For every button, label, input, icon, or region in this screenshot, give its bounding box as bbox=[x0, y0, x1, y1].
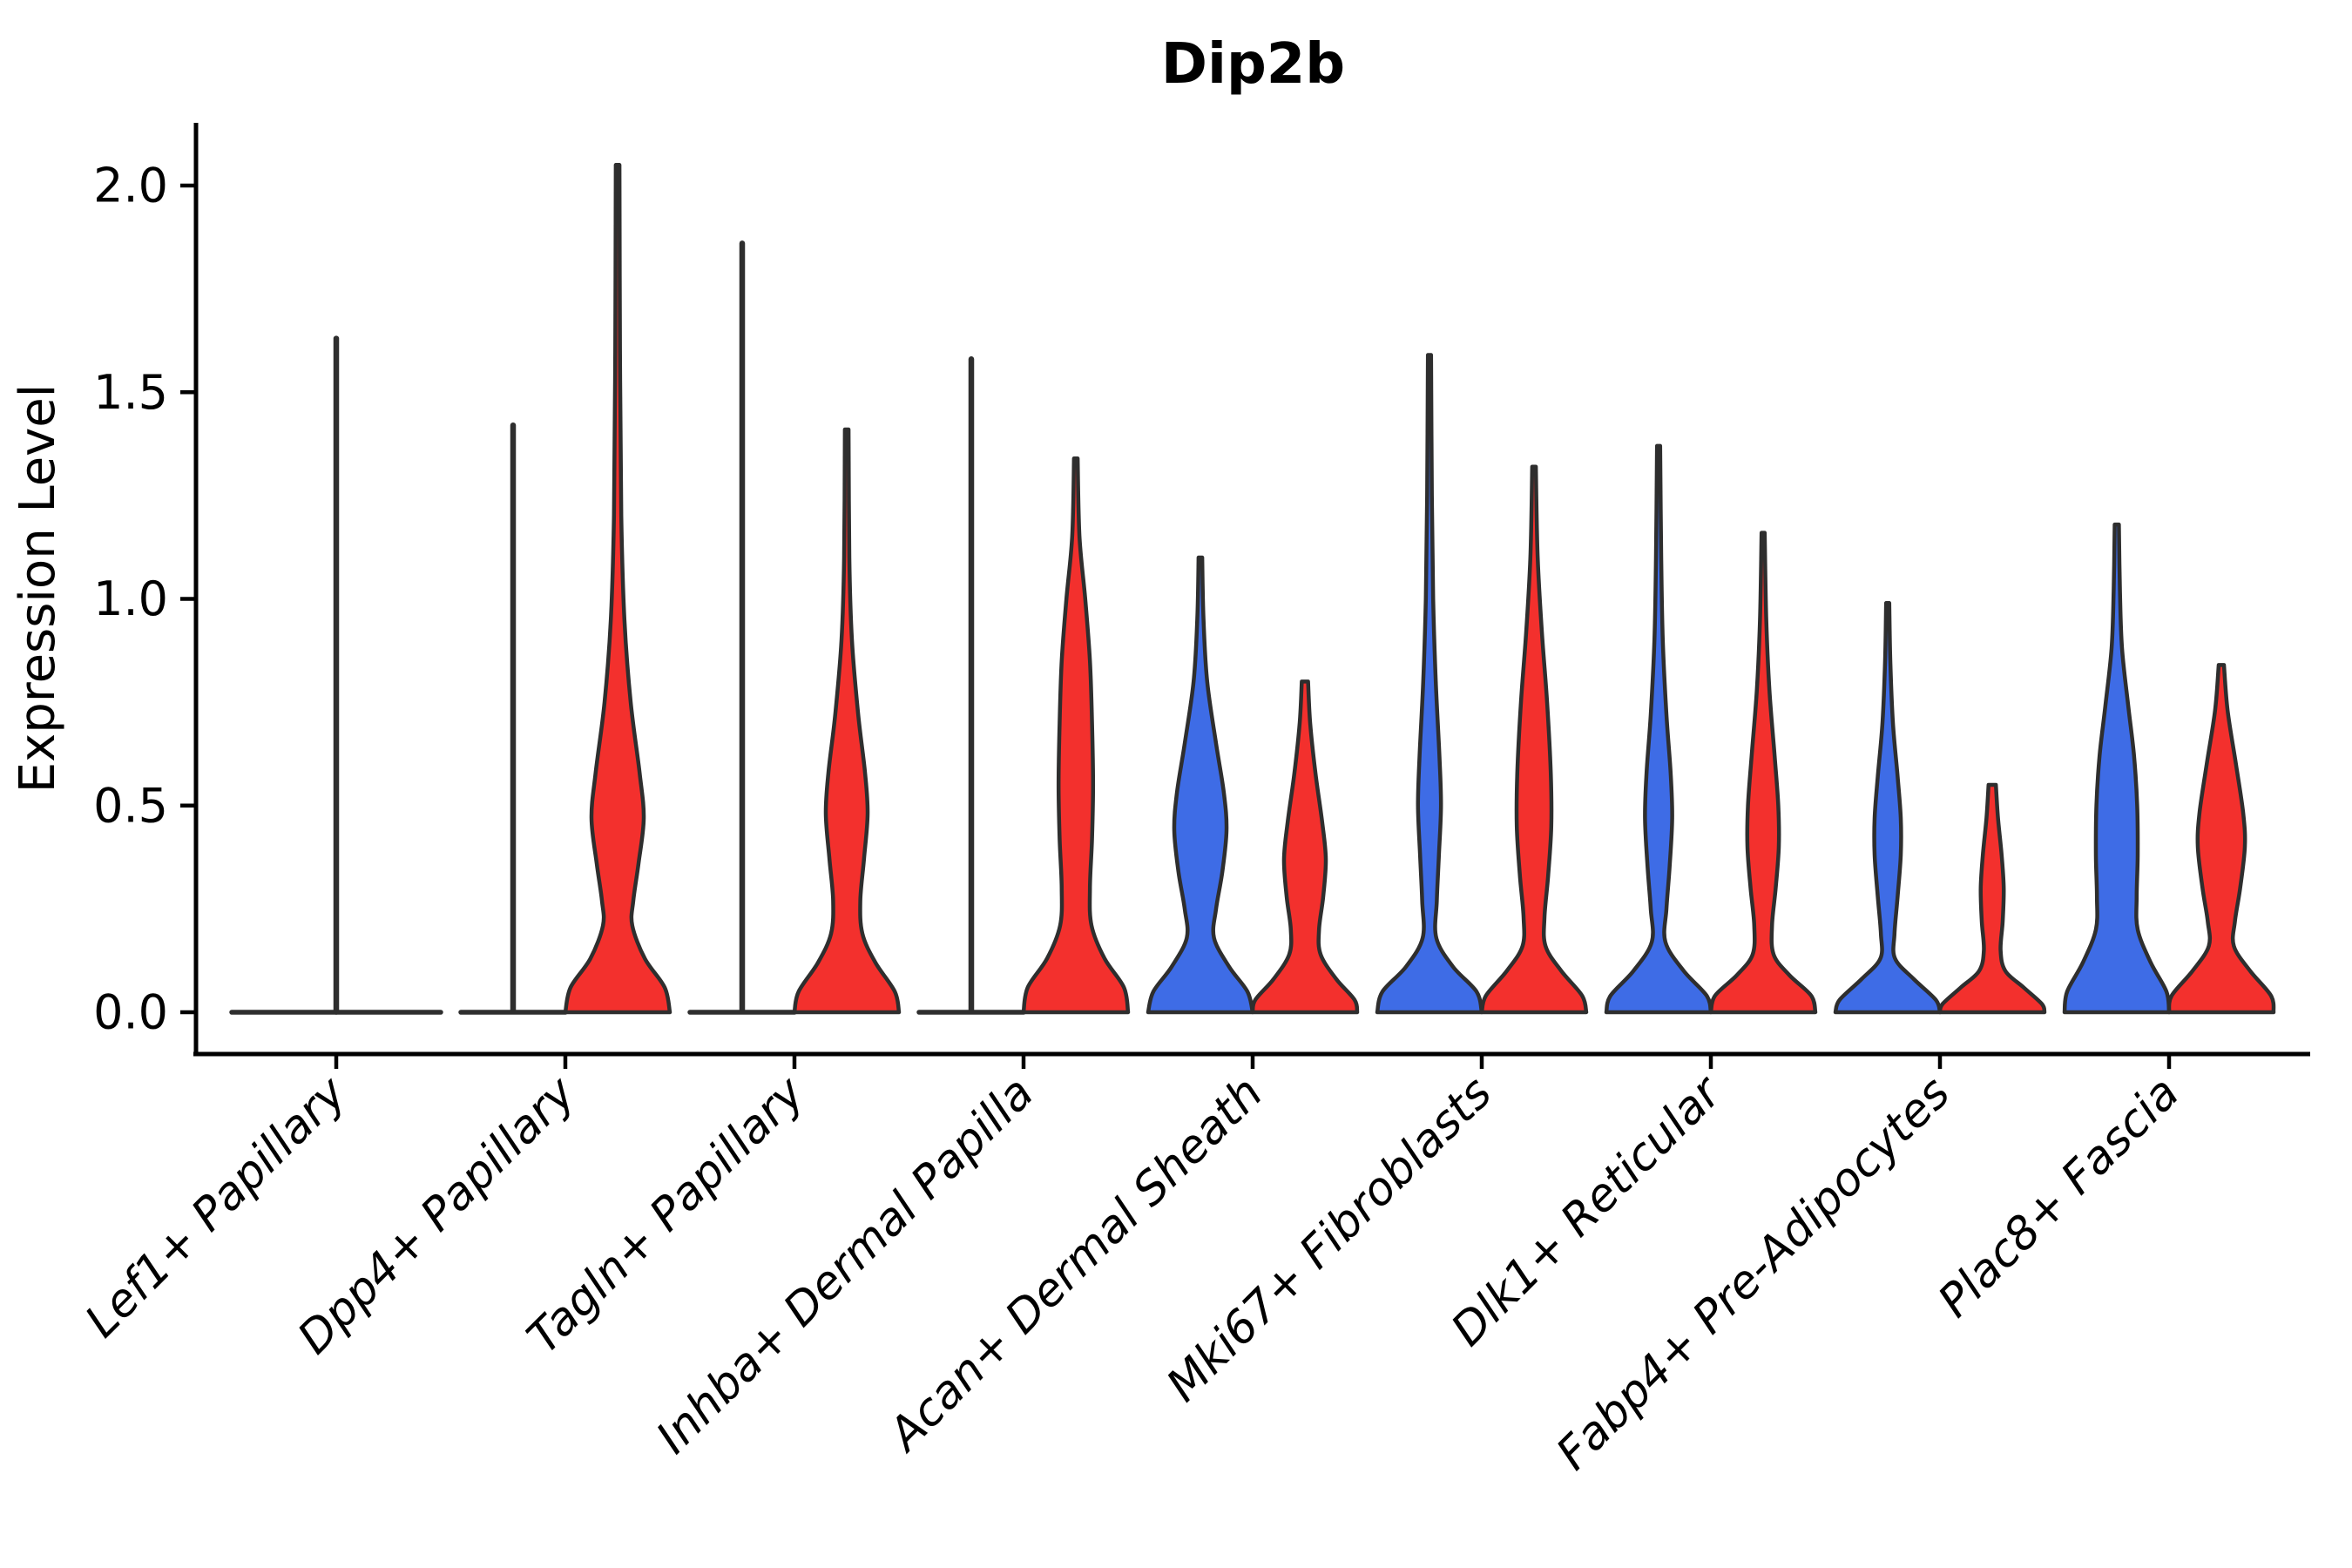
violin-right bbox=[1250, 679, 1360, 1015]
x-tick-label: Inhba+ Dermal Papilla bbox=[646, 1067, 1044, 1464]
plot-title: Dip2b bbox=[1161, 32, 1345, 97]
x-tick-label: Fabp4+ Pre-Adipocytes bbox=[1547, 1067, 1961, 1481]
y-tick-label: 1.0 bbox=[93, 571, 168, 626]
violin-right bbox=[1479, 464, 1589, 1015]
violin-right bbox=[1708, 531, 1818, 1015]
x-tick-label: Acan+ Dermal Sheath bbox=[877, 1067, 1273, 1463]
x-tick-label: Plac8+ Fascia bbox=[1929, 1067, 2189, 1328]
y-tick-label: 0.0 bbox=[93, 985, 168, 1040]
violin-right bbox=[2166, 663, 2276, 1015]
violin-left bbox=[1833, 600, 1943, 1015]
y-tick-label: 2.0 bbox=[93, 159, 168, 213]
y-tick-label: 1.5 bbox=[93, 365, 168, 420]
violin-left bbox=[1375, 353, 1484, 1015]
violin-right bbox=[563, 163, 672, 1015]
violin-left bbox=[1146, 555, 1255, 1015]
violin-right bbox=[1021, 456, 1131, 1015]
violin-left bbox=[2062, 522, 2172, 1015]
violin-right bbox=[1937, 782, 2047, 1015]
y-axis-label: Expression Level bbox=[10, 384, 66, 794]
violin-right bbox=[792, 427, 902, 1015]
violin-left bbox=[1604, 443, 1713, 1015]
y-tick-label: 0.5 bbox=[93, 778, 168, 833]
